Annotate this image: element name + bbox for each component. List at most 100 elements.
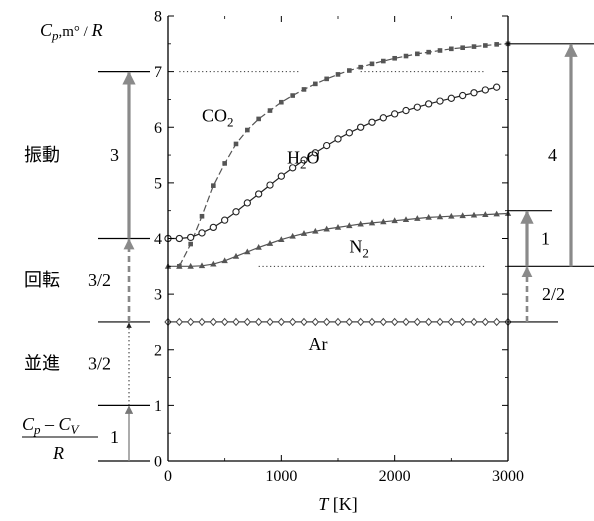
data-point-ar xyxy=(334,317,342,327)
data-point-ar xyxy=(379,317,388,327)
data-point-ar xyxy=(458,317,467,327)
data-point-ar xyxy=(254,317,263,327)
data-point-n2 xyxy=(414,215,421,221)
data-point-h2o xyxy=(198,229,206,237)
y-tick-label: 4 xyxy=(154,231,162,248)
data-point-ar xyxy=(322,317,331,327)
left-value-label: 3/2 xyxy=(88,270,111,290)
data-point-ar xyxy=(266,317,274,327)
data-point-h2o xyxy=(470,89,478,97)
data-point-co2 xyxy=(245,127,250,133)
data-point-n2 xyxy=(289,232,296,239)
data-point-n2 xyxy=(187,262,194,269)
data-point-co2 xyxy=(347,68,352,73)
data-point-ar xyxy=(243,317,252,327)
series-label-h2o: H2O xyxy=(287,147,320,171)
data-point-n2 xyxy=(482,211,489,217)
data-point-h2o xyxy=(289,164,297,172)
left-value-label: 3/2 xyxy=(88,354,111,374)
data-point-ar xyxy=(368,317,376,327)
data-point-h2o xyxy=(481,86,489,94)
data-point-n2 xyxy=(323,225,330,232)
data-point-h2o xyxy=(232,208,240,216)
data-point-h2o xyxy=(391,110,399,118)
data-point-h2o xyxy=(334,135,342,143)
data-point-co2 xyxy=(449,46,454,52)
data-point-ar xyxy=(209,317,218,327)
data-point-n2 xyxy=(232,252,240,259)
data-point-n2 xyxy=(459,212,466,219)
data-point-ar xyxy=(220,317,229,327)
data-point-h2o xyxy=(277,172,285,180)
data-point-h2o xyxy=(187,233,195,242)
data-point-n2 xyxy=(221,257,228,264)
data-point-ar xyxy=(436,317,444,327)
axes xyxy=(167,15,509,462)
data-point-ar xyxy=(390,317,399,327)
data-point-co2 xyxy=(460,45,465,51)
right-value-label: 2/2 xyxy=(542,284,565,304)
data-point-h2o xyxy=(357,123,365,131)
data-point-ar xyxy=(481,317,490,327)
y-tick-label: 6 xyxy=(154,120,162,137)
data-point-n2 xyxy=(402,216,410,222)
data-point-ar xyxy=(356,317,365,327)
data-point-co2 xyxy=(494,42,499,47)
data-point-co2 xyxy=(415,51,420,57)
data-point-ar xyxy=(492,317,501,327)
y-tick-label: 7 xyxy=(154,64,162,81)
series-label-n2: N2 xyxy=(349,236,369,260)
data-point-h2o xyxy=(425,100,433,108)
y-tick-label: 3 xyxy=(154,287,162,304)
data-point-h2o xyxy=(436,97,444,105)
data-point-n2 xyxy=(391,217,398,224)
data-point-h2o xyxy=(209,223,217,232)
x-tick-label: 1000 xyxy=(265,468,297,485)
data-point-n2 xyxy=(448,212,455,219)
cp-cv-denominator: R xyxy=(52,443,64,463)
series-line-co2 xyxy=(178,43,509,267)
data-point-h2o xyxy=(402,106,410,115)
data-point-co2 xyxy=(279,99,284,105)
data-point-n2 xyxy=(278,236,285,243)
data-point-n2 xyxy=(244,248,251,255)
data-point-n2 xyxy=(380,218,387,225)
data-point-h2o xyxy=(493,83,501,91)
right-value-label: 1 xyxy=(541,229,550,249)
data-point-ar xyxy=(311,317,320,327)
series-label-ar: Ar xyxy=(309,334,328,354)
data-point-h2o xyxy=(323,141,331,150)
data-point-n2 xyxy=(176,262,183,269)
data-point-n2 xyxy=(198,262,206,269)
data-point-co2 xyxy=(437,48,443,53)
data-point-h2o xyxy=(459,91,467,100)
x-tick-label: 3000 xyxy=(492,468,524,485)
data-point-h2o xyxy=(255,190,263,198)
x-axis-title: T [K] xyxy=(318,494,358,514)
data-point-n2 xyxy=(357,220,364,227)
data-point-ar xyxy=(447,317,456,327)
data-point-co2 xyxy=(403,53,409,59)
data-point-n2 xyxy=(300,230,308,236)
data-point-h2o xyxy=(175,234,183,243)
data-point-ar xyxy=(300,317,308,327)
reference-lines xyxy=(179,71,486,267)
series-label-co2: CO2 xyxy=(202,106,234,130)
data-point-h2o xyxy=(221,216,229,224)
data-point-n2 xyxy=(266,240,274,246)
data-point-co2 xyxy=(313,81,318,87)
data-point-co2 xyxy=(222,161,227,166)
data-point-h2o xyxy=(300,156,308,164)
data-point-co2 xyxy=(256,116,261,122)
data-point-co2 xyxy=(267,108,273,113)
data-point-h2o xyxy=(243,199,251,207)
data-series xyxy=(164,41,512,327)
chart-text: 0 1 2 3 4 5 6 7 8 0 1000 2000 3000 Cp,m° / R T [K] CO2 H… xyxy=(22,9,565,514)
data-point-co2 xyxy=(290,93,295,98)
data-point-co2 xyxy=(392,55,397,61)
data-point-h2o xyxy=(368,118,376,126)
data-point-n2 xyxy=(470,211,478,218)
series-line-n2 xyxy=(168,212,509,267)
data-point-co2 xyxy=(233,141,239,147)
data-point-n2 xyxy=(210,260,217,267)
